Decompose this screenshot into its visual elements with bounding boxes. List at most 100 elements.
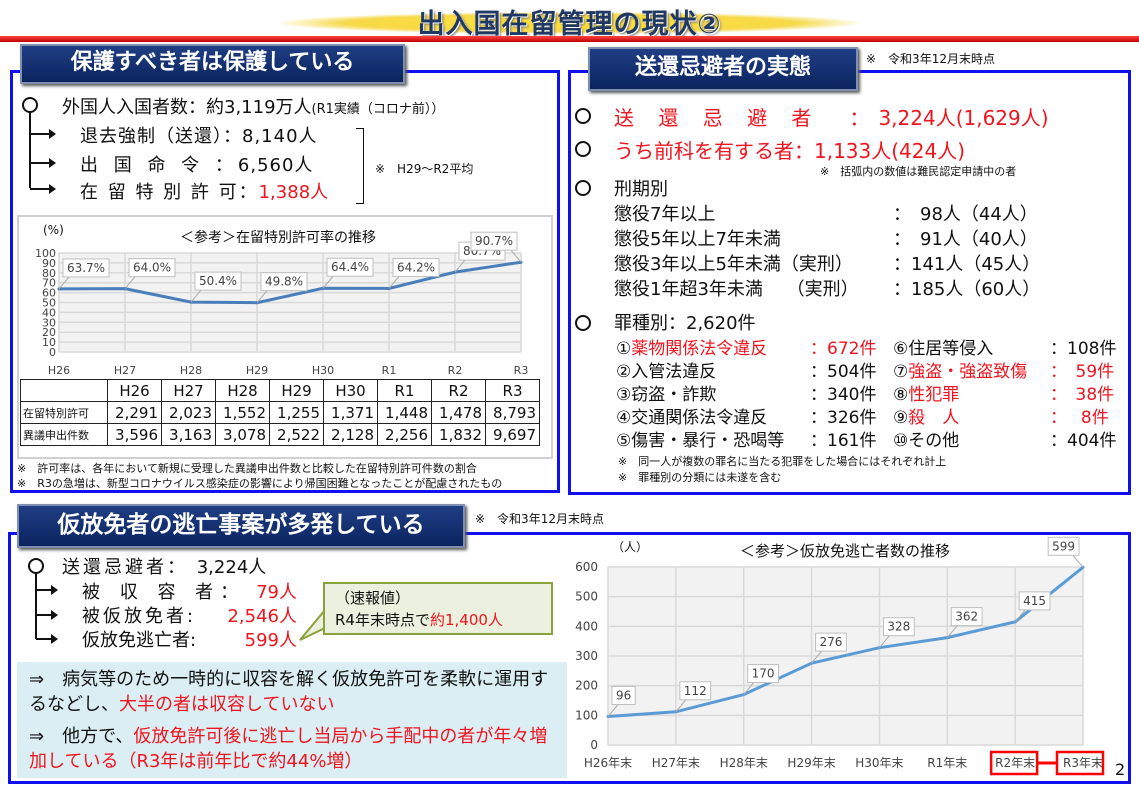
crime-item-label: ⑥住居等侵入 — [893, 339, 994, 359]
table-cell: 9,697 — [485, 423, 540, 446]
table-cell: 3,163 — [161, 423, 216, 446]
summary-point-2: ⇒ 他方で、仮放免許可後に逃亡し当局から手配中の者が年々増加している（R3年は前… — [29, 726, 548, 772]
right-panel-header: 送還忌避者の実態 — [588, 47, 858, 91]
data-label: 328 — [887, 620, 910, 634]
data-label: 276 — [820, 635, 843, 649]
y-tick-label: 300 — [575, 649, 598, 663]
chart1-title: ＜参考＞在留特別許可率の推移 — [180, 230, 376, 246]
crime-item-label: ②入管法違反 — [616, 362, 717, 382]
page-number: 2 — [1115, 760, 1126, 779]
data-label-box — [611, 686, 636, 706]
permission-table: H26 H27 H28 H29 H30 R1 R2 R3 在留特別許可 2,29… — [20, 379, 540, 446]
y-tick-label: 200 — [575, 679, 598, 693]
crime-item-value: ：326件 — [810, 408, 877, 428]
y-tick-label: 500 — [575, 590, 598, 604]
bottom-evaders-line: 送還忌避者： 3,224人 — [62, 557, 267, 578]
series-line — [607, 566, 1084, 719]
data-label: 64.4% — [331, 260, 369, 274]
special-permission-item: 在 留 特 別 許 可：1,388人 — [80, 182, 329, 203]
sentence-value: ： 98人（44人） — [893, 204, 1038, 225]
bullet-circle-icon — [575, 180, 591, 196]
y-tick-label: 50 — [42, 297, 56, 310]
bullet-circle-icon — [575, 315, 591, 331]
table-cell: 8,793 — [485, 401, 540, 424]
x-tick-label: H30年末 — [855, 756, 903, 770]
data-label-leader — [256, 290, 268, 304]
y-tick-label: 0 — [49, 346, 56, 359]
data-label-box — [260, 272, 308, 292]
crime-item-label: ①薬物関係法令違反 — [616, 339, 768, 359]
data-label-box — [815, 632, 847, 652]
data-label: 362 — [955, 610, 978, 624]
callout-label: （速報値） — [335, 589, 411, 607]
preliminary-value-callout: （速報値） R4年末時点で約1,400人 — [323, 582, 553, 635]
data-label-box — [1018, 591, 1051, 611]
x-tick-label: R2 — [448, 364, 463, 377]
paren-note: ※ 括弧内の数値は難民認定申請中の者 — [820, 165, 1017, 178]
entrants-line: 外国人入国者数：約3,119万人(R1実績（コロナ前）） — [62, 97, 445, 118]
bottom-panel-header: 仮放免者の逃亡事案が多発している — [17, 504, 465, 548]
data-label-leader — [124, 276, 136, 289]
data-label: 64.0% — [133, 261, 171, 275]
chart2-title: ＜参考＞仮放免逃亡者数の推移 — [740, 542, 951, 560]
data-label-leader — [454, 259, 466, 273]
bullet-circle-icon — [575, 108, 591, 124]
left-footnote: ※ 許可率は、各年において新規に受理した異議申出件数と比較した在留特別許可件数の… — [17, 462, 477, 475]
data-label-box — [1047, 536, 1080, 556]
y-tick-label: 20 — [42, 326, 56, 339]
priors-line: うち前科を有する者：1,133人(424人) — [614, 139, 966, 163]
left-footnote: ※ R3の急増は、新型コロナウイルス感染症の影響により帰国困難となったことが配慮… — [17, 477, 503, 490]
crime-item-value: ：672件 — [810, 339, 877, 359]
sentence-value: ：141人（45人） — [893, 254, 1041, 275]
right-footnote: ※ 同一人が複数の罪名に当たる犯罪をした場合にはそれぞれ計上 — [618, 455, 947, 468]
crime-item-label: ⑩その他 — [893, 431, 960, 451]
x-tick-label: R3年末 — [1063, 756, 1103, 770]
bracket — [356, 128, 364, 204]
data-label-leader — [510, 249, 522, 263]
table-header-cell: H28 — [215, 379, 270, 402]
data-label-leader — [879, 635, 890, 649]
data-label-box — [62, 258, 110, 278]
sentence-value: ：185人（60人） — [893, 279, 1041, 300]
crime-item-value: ： 8件 — [1050, 408, 1109, 428]
data-label-leader — [190, 289, 202, 303]
bottom-panel — [8, 532, 1131, 784]
y-tick-label: 40 — [42, 306, 56, 319]
y-tick-label: 0 — [590, 738, 598, 752]
crime-item-value: ：108件 — [1050, 339, 1117, 359]
title-divider — [0, 36, 1139, 42]
summary-box: ⇒ 病気等のため一時的に収容を解く仮放免許可を柔軟に運用するなどし、大半の者は収… — [17, 662, 567, 778]
table-cell: 2,291 — [107, 401, 162, 424]
right-footnote: ※ 罪種別の分類には未遂を含む — [618, 471, 782, 484]
data-label-leader — [946, 625, 958, 638]
data-label-box — [679, 681, 712, 701]
deportation-item: 退去強制（送還）：8,140人 — [80, 126, 318, 147]
y-tick-label: 600 — [575, 560, 598, 574]
absconders-item: 仮放免逃亡者: 599人 — [82, 630, 297, 651]
left-panel-header: 保護すべき者は保護している — [20, 44, 405, 84]
data-label-leader — [1014, 609, 1026, 623]
y-tick-label: 100 — [575, 708, 598, 722]
chart2-ylabel: （人） — [612, 540, 649, 554]
x-tick-label: H27年末 — [652, 756, 700, 770]
crime-item-label: ⑨殺 人 — [893, 408, 960, 428]
data-label-box — [470, 231, 518, 251]
x-tick-label: H29 — [246, 364, 268, 377]
data-label-leader — [811, 650, 822, 664]
right-date-note: ※ 令和3年12月末時点 — [866, 52, 995, 66]
table-cell: 3,596 — [107, 423, 162, 446]
crime-item-value: ： 59件 — [1050, 362, 1115, 382]
data-label-box — [194, 271, 242, 291]
crime-item-label: ⑦強盗・強盗致傷 — [893, 362, 1028, 382]
data-label: 64.2% — [397, 260, 435, 274]
evaders-line: 送 還 忌 避 者 ：3,224人(1,629人) — [614, 106, 1049, 130]
crime-item-value: ：161件 — [810, 431, 877, 451]
x-tick-label: H29年末 — [787, 756, 835, 770]
crime-item-value: ：504件 — [810, 362, 877, 382]
bullet-circle-icon — [575, 141, 591, 157]
arrow-icon — [36, 585, 58, 595]
table-header-cell: H27 — [161, 379, 216, 402]
data-label-box — [326, 257, 374, 277]
data-label-leader — [675, 699, 687, 713]
